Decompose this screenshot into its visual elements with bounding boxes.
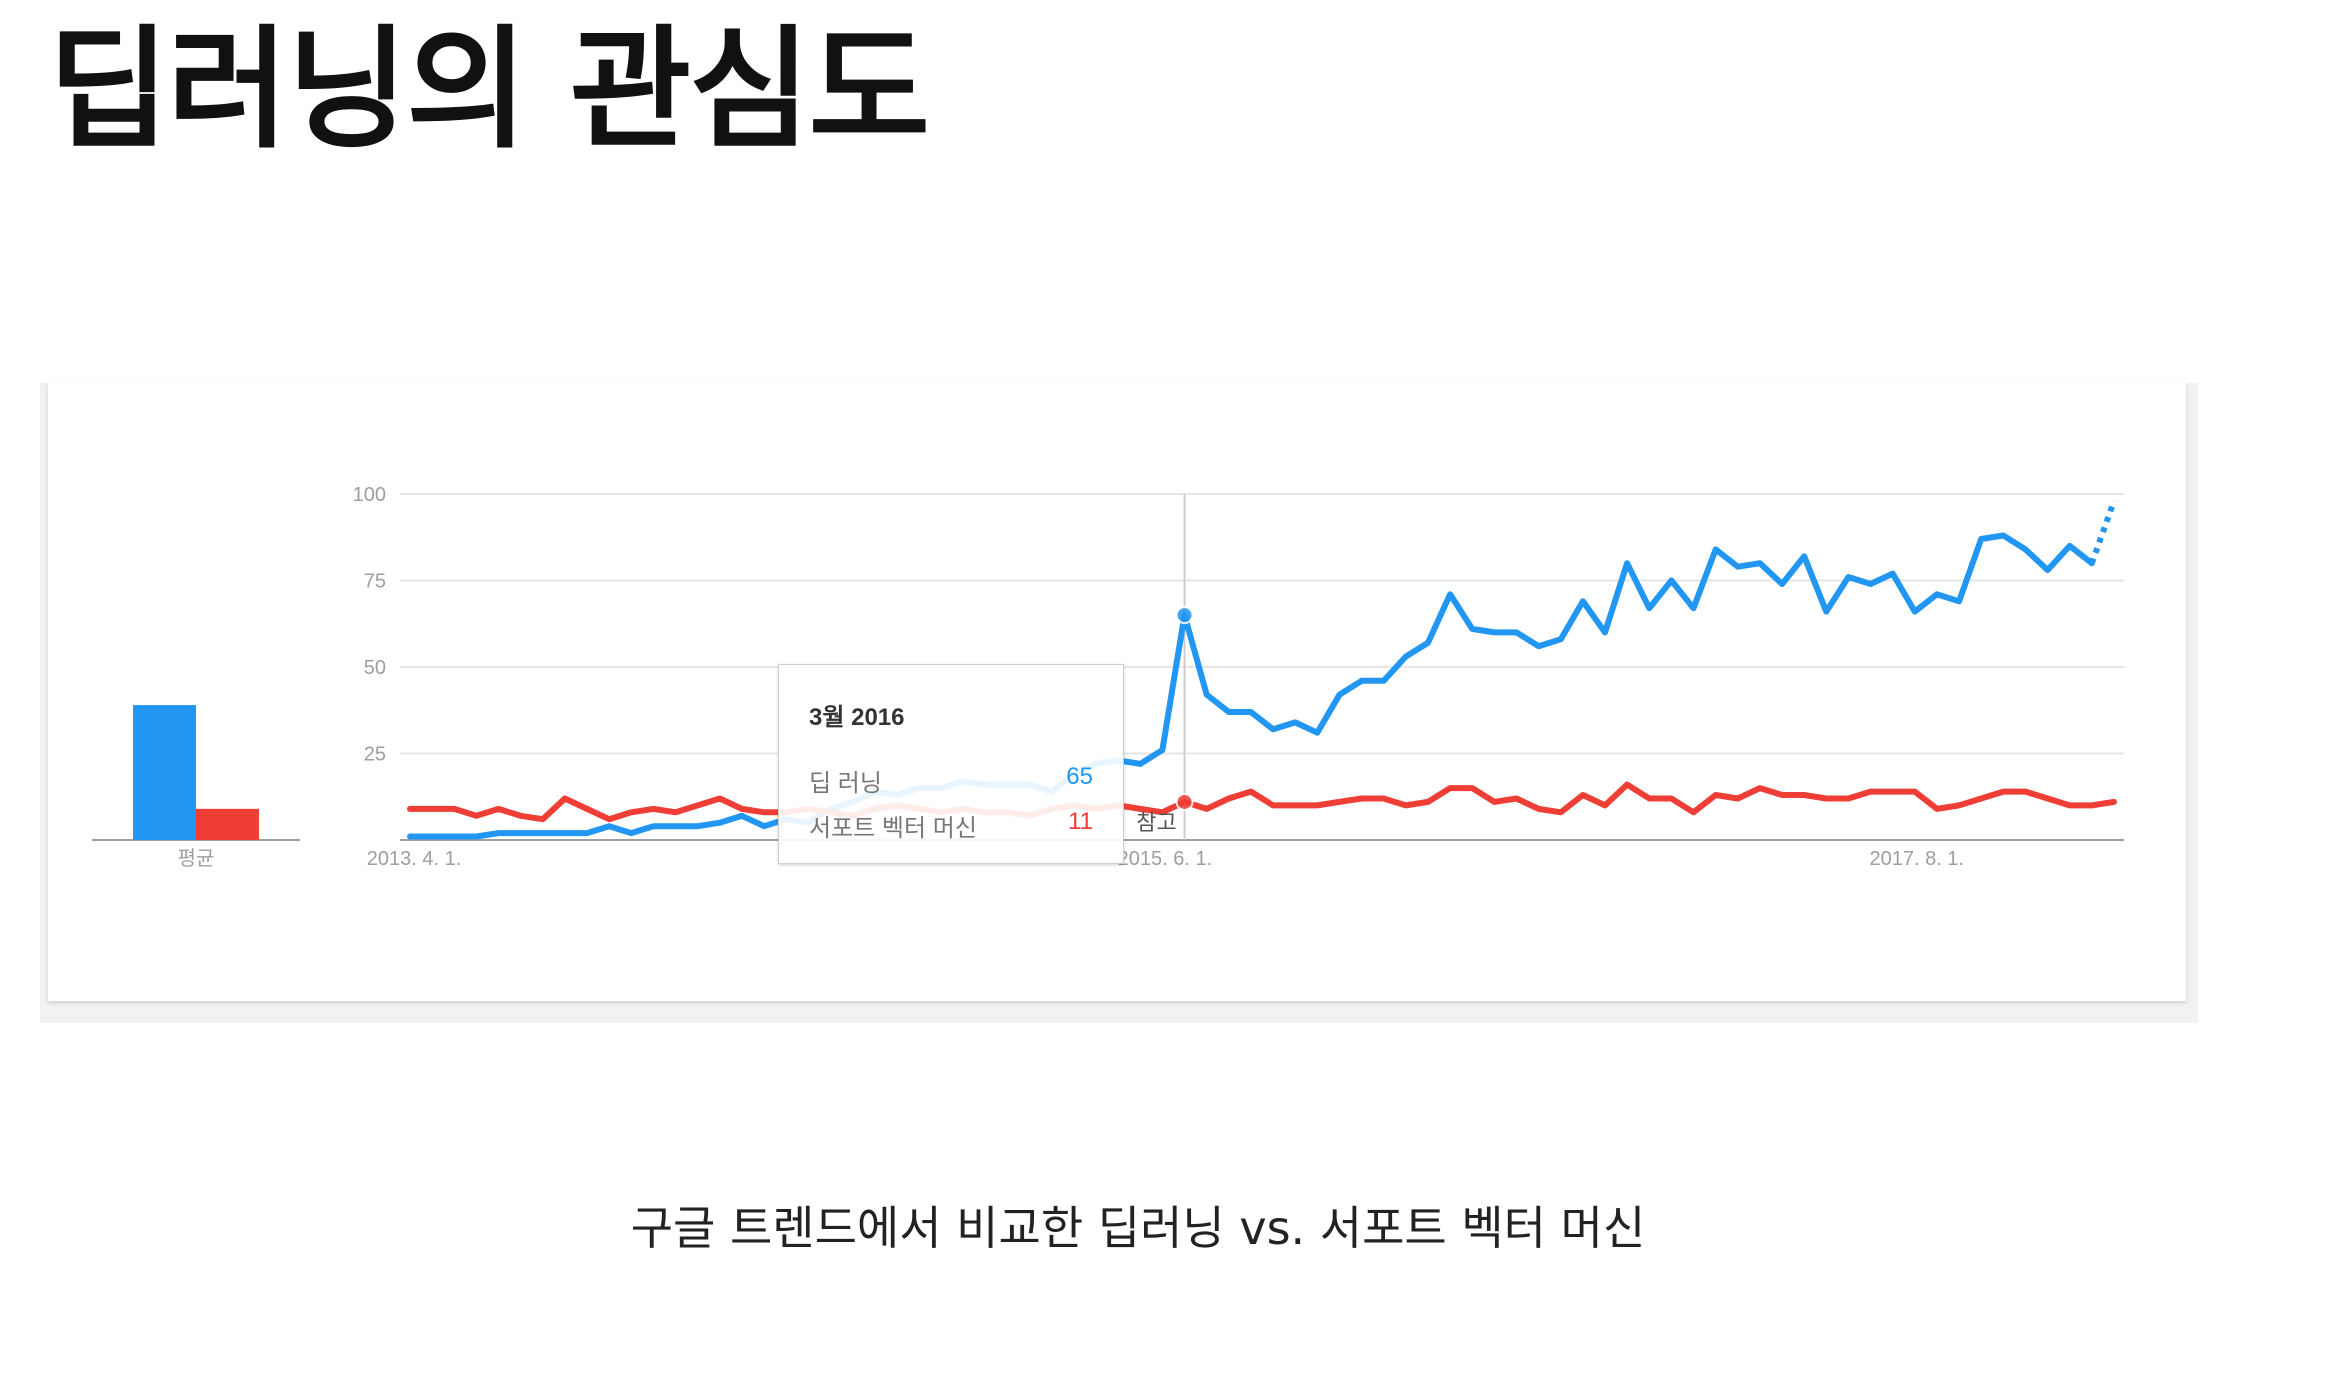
y-tick-label: 25 (364, 744, 386, 766)
x-tick-label: 2013. 4. 1. (367, 848, 462, 870)
tooltip-series-value: 65 (1066, 763, 1093, 790)
note-marker: 참고 (1136, 811, 1176, 836)
average-bar (133, 705, 196, 840)
series-line (407, 781, 2117, 823)
average-label: 평균 (178, 846, 215, 870)
series-line-partial (2089, 499, 2117, 565)
slide-title: 딥러닝의 관심도 (48, 13, 930, 167)
tooltip-series-name: 서포트 벡터 머신 (809, 815, 977, 842)
tooltip-series-name: 딥 러닝 (809, 770, 882, 797)
hover-point (1175, 792, 1194, 811)
x-tick-label: 2017. 8. 1. (1869, 848, 1964, 870)
trends-chart: 25 50 75 100 2013. 4. 1. 2015. 6. 1. 2017. 8. … (92, 484, 2124, 870)
x-tick-label: 2015. 6. 1. (1118, 848, 1213, 870)
series-line (407, 532, 2095, 840)
y-tick-label: 75 (364, 571, 386, 593)
tooltip-row-deep-learning: 딥 러닝 65 (809, 763, 1093, 797)
tooltip-date: 3월 2016 (809, 704, 905, 731)
y-tick-label: 50 (364, 657, 386, 679)
average-bar (196, 808, 259, 840)
tooltip-series-value: 11 (1068, 808, 1093, 835)
tooltip-row-svm: 서포트 벡터 머신 11 (809, 808, 1093, 842)
y-tick-label: 100 (353, 484, 386, 506)
hover-point (1175, 606, 1194, 625)
slide-caption: 구글 트렌드에서 비교한 딥러닝 vs. 서포트 벡터 머신 (630, 1201, 1646, 1255)
chart-tooltip: 3월 2016 딥 러닝 65 서포트 벡터 머신 11 (778, 664, 1124, 864)
